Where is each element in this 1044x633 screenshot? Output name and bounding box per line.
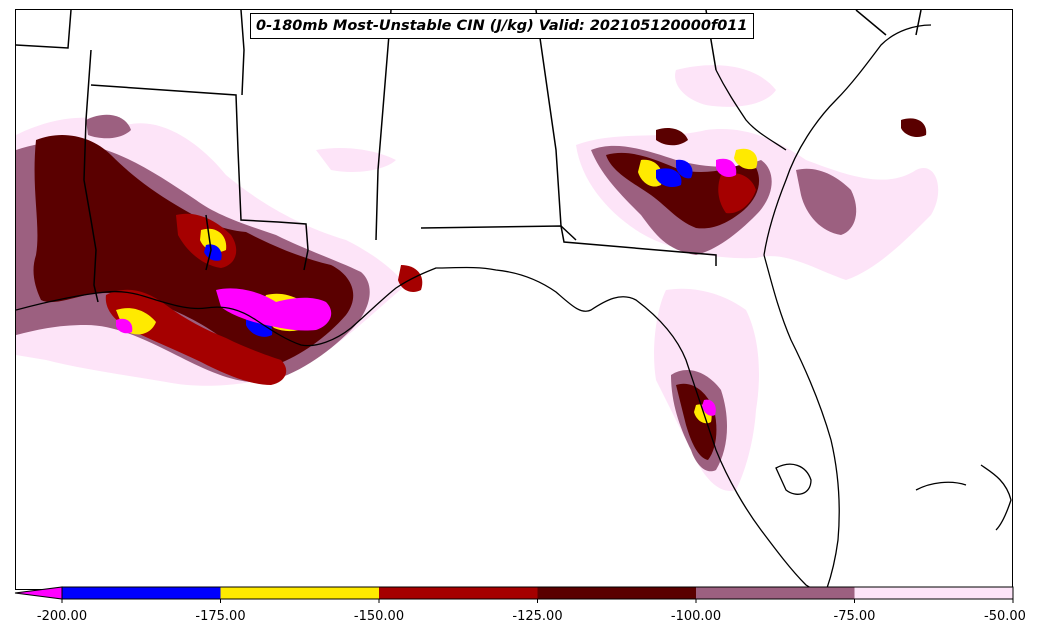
colorbar-extend-low bbox=[14, 586, 63, 600]
colorbar-tick-label: -200.00 bbox=[37, 609, 87, 624]
colorbar-tick-label: -100.00 bbox=[671, 609, 721, 624]
colorbar-bin-3 bbox=[537, 587, 696, 599]
coastline bbox=[16, 24, 1012, 589]
colorbar-tick-label: -175.00 bbox=[195, 609, 245, 624]
state-borders bbox=[16, 10, 922, 303]
colorbar-bin-2 bbox=[379, 587, 538, 599]
colorbar-ticks: -200.00 -175.00 -150.00 -125.00 -100.00 -75.0… bbox=[37, 599, 1026, 624]
colorbar: -200.00 -175.00 -150.00 -125.00 -100.00 -75.0… bbox=[14, 586, 1026, 624]
colorbar-tick-label: -75.00 bbox=[834, 609, 876, 624]
colorbar-bin-1 bbox=[220, 587, 379, 599]
map-title: 0-180mb Most-Unstable CIN (J/kg) Valid: … bbox=[250, 13, 754, 39]
colorbar-bin-0 bbox=[62, 587, 221, 599]
colorbar-bin-4 bbox=[696, 587, 855, 599]
colorbar-bins bbox=[62, 587, 1013, 599]
cin-field-magenta bbox=[116, 158, 737, 416]
map-canvas bbox=[16, 10, 1012, 589]
colorbar-tick-label: -150.00 bbox=[354, 609, 404, 624]
map-panel bbox=[15, 9, 1013, 590]
colorbar-bin-5 bbox=[854, 587, 1013, 599]
colorbar-tick-label: -125.00 bbox=[512, 609, 562, 624]
colorbar-tick-label: -50.00 bbox=[984, 609, 1026, 624]
